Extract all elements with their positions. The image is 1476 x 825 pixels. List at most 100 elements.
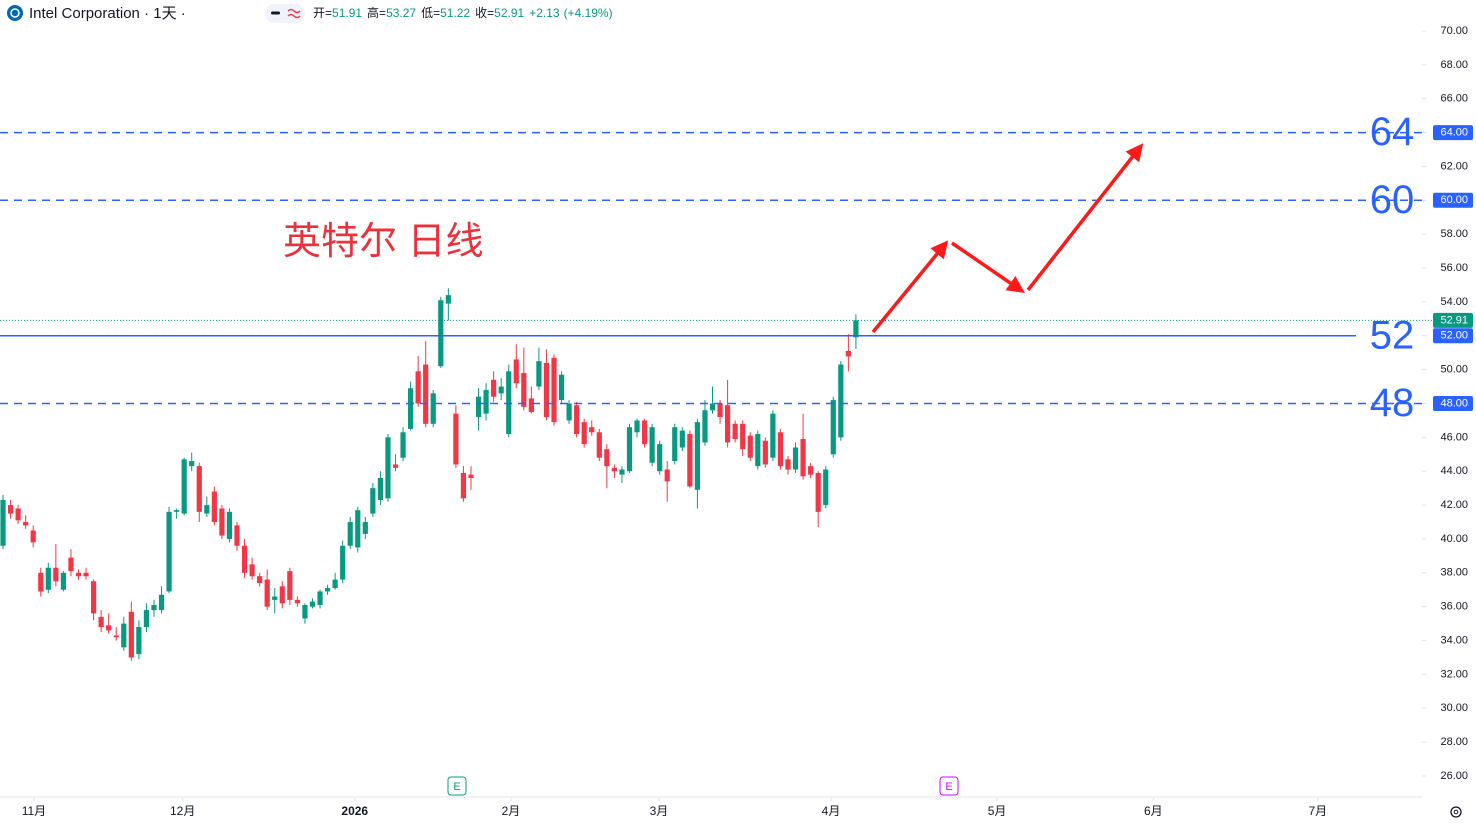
y-tick-label: 28.00 — [1440, 736, 1468, 748]
projection-arrows — [871, 143, 1144, 334]
candle-body — [596, 432, 602, 458]
level-label: 64 — [1370, 110, 1415, 154]
y-tick-label: 40.00 — [1440, 533, 1468, 545]
candle-body — [332, 579, 338, 589]
candle-body — [385, 437, 391, 499]
candle-body — [551, 357, 557, 423]
toggle-buttons[interactable] — [265, 4, 305, 23]
candle-body — [792, 447, 799, 470]
x-tick-label: 12月 — [170, 804, 195, 818]
candles — [0, 288, 859, 661]
compare-icon[interactable] — [287, 8, 301, 19]
candle-body — [45, 567, 51, 590]
candle-body — [762, 440, 768, 465]
candle-body — [257, 576, 263, 583]
candle-body — [619, 469, 625, 475]
candle-body — [15, 508, 21, 521]
candle-body — [30, 530, 36, 543]
candle-body — [430, 393, 436, 424]
earnings-label: E — [453, 781, 460, 793]
level-axis-box — [1433, 395, 1473, 411]
candle-body — [657, 444, 663, 472]
candle-body — [770, 413, 776, 458]
candle-body — [279, 586, 285, 604]
candle-body — [23, 522, 29, 526]
candle-body — [174, 510, 180, 512]
settings-icon[interactable] — [1450, 806, 1462, 818]
y-tick-label: 66.00 — [1440, 93, 1468, 105]
candle-body — [574, 405, 580, 434]
candle-body — [611, 467, 617, 472]
y-tick-label: 32.00 — [1440, 668, 1468, 680]
candle-body — [309, 601, 316, 607]
candle-body — [166, 511, 172, 592]
candle-body — [438, 300, 444, 367]
candle-body — [106, 625, 112, 631]
candle-body — [800, 439, 806, 477]
logo — [7, 5, 23, 21]
candle-body — [294, 599, 300, 604]
candle-body — [740, 423, 746, 450]
candle-body — [211, 491, 217, 523]
collapse-icon[interactable] — [271, 11, 280, 15]
candle-body — [407, 388, 414, 429]
legend-label: 低= — [421, 6, 440, 20]
y-tick-label: 56.00 — [1440, 262, 1468, 274]
annotation: 英特尔 日线 — [283, 221, 484, 263]
candle-body — [400, 432, 406, 458]
legend-label: 收= — [475, 6, 494, 20]
candle-body — [506, 371, 512, 434]
earnings-marker[interactable] — [447, 776, 467, 796]
chart-title: Intel Corporation · 1天 · — [29, 5, 186, 22]
candle-body — [355, 510, 361, 548]
candle-body — [830, 400, 836, 455]
candle-body — [128, 611, 134, 658]
last-price-box — [1433, 312, 1473, 328]
earnings-marker[interactable] — [939, 776, 959, 796]
candle-body — [287, 571, 293, 600]
y-tick-label: 36.00 — [1440, 601, 1468, 613]
candle-body — [709, 403, 716, 411]
candle-body — [785, 459, 791, 470]
candle-body — [7, 505, 14, 514]
candle-body — [90, 581, 97, 614]
candle-body — [589, 427, 595, 433]
candle-body — [732, 423, 738, 440]
y-tick-label: 50.00 — [1440, 364, 1468, 376]
level-axis-label: 64.00 — [1440, 126, 1468, 138]
y-tick-label: 42.00 — [1440, 499, 1468, 511]
candle-body — [641, 420, 648, 445]
candle-body — [83, 572, 89, 577]
candle-body — [113, 635, 119, 638]
candle-body — [717, 403, 723, 418]
candle-body — [513, 359, 519, 384]
candle-body — [679, 430, 685, 448]
candle-body — [302, 604, 308, 619]
arrow-up — [1026, 143, 1144, 292]
legend-value: 51.91 — [332, 6, 362, 20]
candle-body — [189, 461, 195, 467]
x-tick-label: 6月 — [1144, 804, 1163, 818]
arrow-up — [871, 240, 949, 334]
candle-body — [581, 422, 587, 445]
candle-body — [392, 464, 399, 468]
y-tick-label: 58.00 — [1440, 228, 1468, 240]
candle-body — [725, 405, 731, 443]
y-tick-label: 62.00 — [1440, 160, 1468, 172]
candle-body — [226, 511, 233, 539]
candle-body — [423, 364, 429, 424]
candle-body — [604, 449, 610, 467]
candle-body — [196, 466, 202, 512]
candle-body — [136, 627, 142, 655]
candle-body — [219, 508, 225, 536]
settings-icon-center[interactable] — [1453, 809, 1459, 815]
candle-body — [317, 591, 323, 605]
candle-body — [755, 433, 761, 467]
x-tick-label: 3月 — [650, 804, 669, 818]
y-tick-label: 46.00 — [1440, 431, 1468, 443]
candle-body — [649, 427, 655, 463]
arrow-down — [951, 241, 1025, 293]
y-tick-label: 44.00 — [1440, 465, 1468, 477]
x-tick-label: 7月 — [1308, 804, 1327, 818]
